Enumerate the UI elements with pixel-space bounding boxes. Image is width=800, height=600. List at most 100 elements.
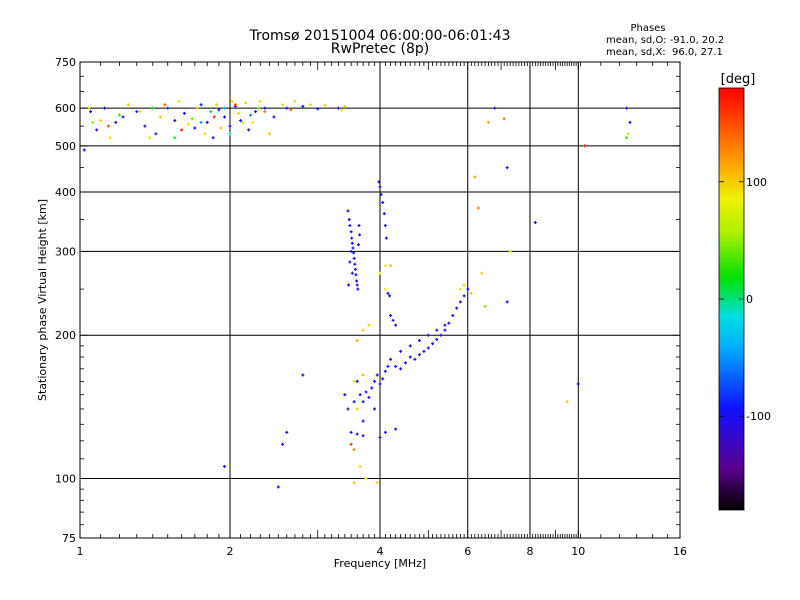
data-point: [348, 224, 352, 228]
data-point: [625, 136, 629, 140]
data-point: [228, 132, 232, 136]
data-point: [625, 106, 629, 110]
data-point: [447, 321, 451, 325]
data-point: [219, 126, 223, 130]
data-point: [263, 106, 267, 110]
colorbar-tick-label: 0: [746, 293, 753, 306]
data-point: [199, 103, 203, 107]
data-point: [358, 393, 362, 397]
data-point: [493, 106, 497, 110]
data-point: [349, 430, 353, 434]
data-point: [364, 390, 368, 394]
data-point: [223, 464, 227, 468]
data-point: [435, 328, 439, 332]
legend-line-x: mean, sd,X: 96.0, 27.1: [606, 47, 723, 58]
data-point: [217, 108, 221, 112]
x-tick-label: 4: [377, 545, 384, 558]
data-point: [422, 349, 426, 353]
data-point: [353, 267, 357, 271]
data-point: [223, 115, 227, 119]
data-point: [378, 271, 382, 275]
data-point: [323, 103, 327, 107]
data-point: [355, 407, 359, 411]
y-tick-label: 75: [62, 532, 76, 545]
data-point: [289, 108, 293, 112]
data-point: [408, 344, 412, 348]
data-point: [166, 106, 170, 110]
data-point: [355, 338, 359, 342]
data-point: [394, 323, 398, 327]
data-point: [349, 230, 353, 234]
grid-lines: [80, 62, 680, 538]
y-axis-label: Stationary phase Virtual Height [km]: [36, 199, 49, 401]
data-point: [383, 369, 387, 373]
data-point: [451, 314, 455, 318]
data-point: [195, 106, 199, 110]
data-point: [458, 287, 462, 291]
data-point: [417, 353, 421, 357]
data-point: [384, 236, 388, 240]
data-point: [469, 291, 473, 295]
data-point: [399, 367, 403, 371]
data-point: [285, 430, 289, 434]
data-point: [211, 136, 215, 140]
data-point: [209, 110, 213, 114]
data-point: [154, 132, 158, 136]
data-point: [182, 111, 186, 115]
y-tick-label: 600: [55, 102, 76, 115]
data-point: [354, 273, 358, 277]
data-point: [103, 106, 107, 110]
data-point: [108, 136, 112, 140]
data-point: [350, 241, 354, 245]
data-points: [82, 99, 632, 489]
data-point: [163, 103, 167, 107]
colorbar-tick-label: 100: [746, 176, 767, 189]
data-point: [281, 103, 285, 107]
data-point: [352, 256, 356, 260]
data-point: [272, 115, 276, 119]
data-point: [355, 283, 359, 287]
data-point: [126, 103, 130, 107]
colorbar-tick-label: -100: [746, 410, 771, 423]
chart-subtitle: RwPretec (8p): [331, 41, 429, 57]
data-point: [301, 104, 305, 108]
data-point: [99, 119, 103, 123]
data-point: [361, 419, 365, 423]
data-point: [408, 355, 412, 359]
data-point: [361, 328, 365, 332]
data-point: [403, 361, 407, 365]
legend-title: Phases: [630, 23, 665, 34]
data-point: [180, 128, 184, 132]
data-point: [565, 400, 569, 404]
data-point: [628, 120, 632, 124]
data-point: [435, 337, 439, 341]
data-point: [249, 113, 253, 117]
data-point: [473, 175, 477, 179]
y-tick-label: 750: [55, 56, 76, 69]
data-point: [258, 99, 262, 103]
data-point: [502, 117, 506, 121]
data-point: [247, 128, 251, 132]
data-point: [203, 132, 207, 136]
data-point: [391, 318, 395, 322]
data-point: [377, 180, 381, 184]
data-point: [367, 323, 371, 327]
x-tick-label: 16: [673, 545, 687, 558]
data-point: [455, 306, 459, 310]
data-point: [361, 434, 365, 438]
chart-title: Tromsø 20151004 06:00:00-06:01:43: [249, 28, 511, 44]
data-point: [394, 427, 398, 431]
data-point: [356, 243, 360, 247]
data-point: [576, 382, 580, 386]
data-point: [367, 395, 371, 399]
data-point: [443, 323, 447, 327]
data-point: [382, 212, 386, 216]
data-point: [285, 106, 289, 110]
data-point: [358, 233, 362, 237]
data-point: [483, 304, 487, 308]
data-point: [352, 400, 356, 404]
axis-ticks: 1 2 4 6 8 10 16 75 100 200 300 400 500 600 750: [55, 56, 687, 558]
data-point: [173, 119, 177, 123]
data-point: [340, 108, 344, 112]
